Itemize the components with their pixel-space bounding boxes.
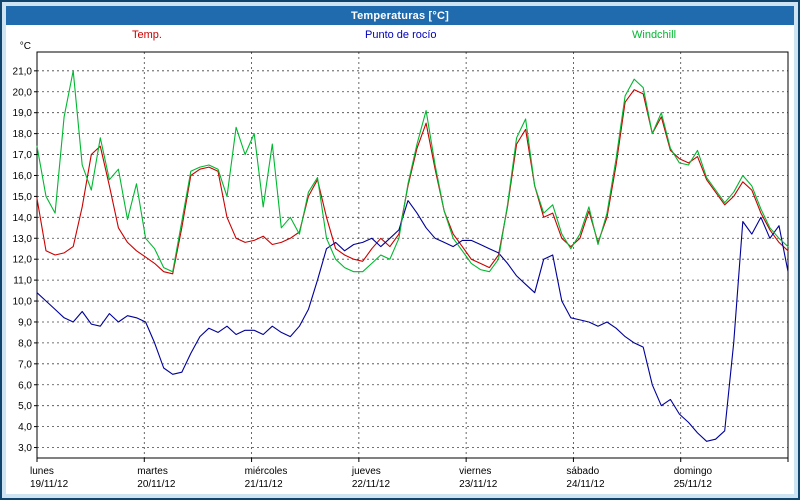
legend-temp: Temp.	[132, 29, 162, 41]
legend-dewpoint: Punto de rocío	[365, 29, 437, 41]
title-bar: Temperaturas [°C]	[6, 6, 794, 25]
chart-legend: Temp. Punto de rocío Windchill	[2, 29, 798, 43]
chart-panel	[6, 25, 794, 494]
legend-windchill: Windchill	[632, 29, 677, 41]
window-title: Temperaturas [°C]	[350, 9, 450, 22]
